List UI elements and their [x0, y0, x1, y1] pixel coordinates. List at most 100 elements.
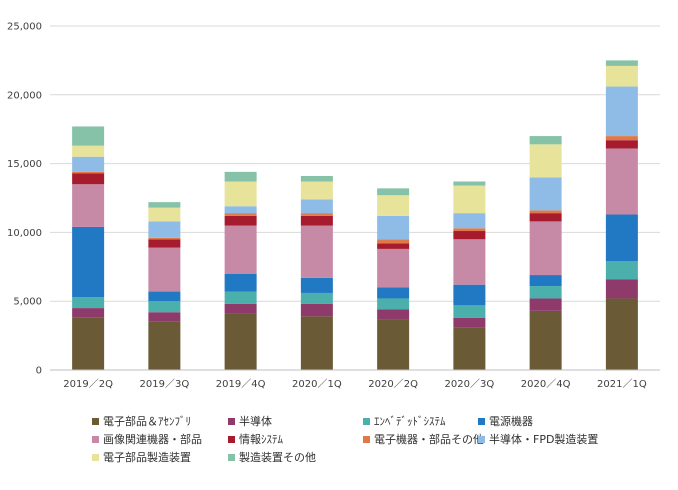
x-tick-label: 2019／3Q: [140, 378, 190, 390]
bar-segment: [300, 225, 333, 278]
bar-segment: [224, 213, 257, 216]
bar-segment: [605, 60, 638, 66]
bar-segment: [453, 317, 486, 328]
bar-segment: [300, 181, 333, 200]
bar-segment: [224, 303, 257, 314]
bar-segment: [72, 145, 105, 157]
bar-segment: [453, 228, 486, 232]
bar-segment: [224, 206, 257, 214]
bar-segment: [148, 321, 181, 370]
bar-segment: [148, 312, 181, 322]
bar-segment: [72, 226, 105, 298]
bar-segment: [148, 239, 181, 248]
bar-segment: [148, 247, 181, 292]
bar-segment: [605, 261, 638, 280]
bar-segment: [148, 237, 181, 240]
x-tick-label: 2020／2Q: [368, 378, 418, 390]
legend-label: 画像関連機器・部品: [103, 432, 202, 446]
legend-swatch: [363, 436, 370, 443]
bar-segment: [224, 291, 257, 304]
bar-segment: [605, 86, 638, 137]
legend-label: 電子機器・部品その他: [374, 432, 484, 446]
bar-segment: [605, 140, 638, 149]
bar-segment: [529, 286, 562, 299]
y-tick-label: 20,000: [7, 90, 42, 101]
bar-segment: [605, 148, 638, 215]
bar-segment: [529, 136, 562, 145]
bar-segment: [224, 171, 257, 182]
legend-swatch: [92, 436, 99, 443]
bar-segment: [148, 207, 181, 222]
bar-segment: [529, 210, 562, 214]
bar-segment: [224, 313, 257, 370]
bar-segment: [72, 184, 105, 227]
bar-segment: [453, 181, 486, 186]
legend-swatch: [228, 436, 235, 443]
bar-segment: [529, 275, 562, 287]
bar-segment: [72, 317, 105, 370]
bar-segment: [72, 126, 105, 146]
bar-segment: [605, 214, 638, 262]
bar-segment: [72, 173, 105, 185]
bar-segment: [148, 221, 181, 238]
bar-segment: [224, 215, 257, 226]
bar-segment: [148, 291, 181, 302]
y-tick-label: 5,000: [13, 297, 42, 308]
legend-swatch: [478, 436, 485, 443]
legend: 電子部品＆ｱｾﾝﾌﾞﾘ 半導体 ｴﾝﾍﾞﾃﾞｯﾄﾞｼｽﾃﾑ 電源機器画像関連機器・部品…: [92, 414, 598, 464]
x-tick-label: 2020／4Q: [521, 378, 571, 390]
bar-segment: [300, 213, 333, 216]
bar-segment: [453, 327, 486, 370]
bar-segment: [453, 231, 486, 240]
bar-segment: [453, 213, 486, 229]
bar-segment: [72, 171, 105, 174]
bar-segment: [377, 248, 410, 288]
gridlines: [50, 25, 660, 302]
bar-segment: [377, 239, 410, 244]
axes: 0 5,000 10,000 15,000 20,000 25,000 2019／2Q 201…: [7, 22, 660, 390]
bar-segment: [72, 156, 105, 172]
legend-swatch: [228, 418, 235, 425]
bar-segment: [224, 273, 257, 292]
legend-label: 電子部品製造装置: [103, 450, 191, 464]
bar-segment: [377, 215, 410, 240]
bar-segment: [453, 305, 486, 318]
x-tick-label: 2021／1Q: [597, 378, 647, 390]
bar-segment: [605, 65, 638, 87]
bar-segment: [148, 202, 181, 208]
bar-segment: [453, 284, 486, 306]
bar-segment: [377, 309, 410, 320]
bar-segment: [453, 185, 486, 214]
bar-segment: [529, 144, 562, 178]
bar-segment: [529, 221, 562, 276]
y-tick-label: 10,000: [7, 228, 42, 239]
legend-label: 電子部品＆ｱｾﾝﾌﾞﾘ: [103, 414, 191, 428]
bar-segment: [377, 188, 410, 196]
bar-segment: [72, 308, 105, 318]
legend-swatch: [478, 418, 485, 425]
bar-segment: [300, 175, 333, 182]
legend-swatch: [92, 454, 99, 461]
bar-segment: [605, 136, 638, 141]
bar-segment: [300, 316, 333, 370]
y-tick-label: 15,000: [7, 159, 42, 170]
bar-segment: [224, 225, 257, 274]
bar-segment: [529, 213, 562, 222]
legend-label: ｴﾝﾍﾞﾃﾞｯﾄﾞｼｽﾃﾑ: [374, 415, 446, 428]
bar-segment: [224, 181, 257, 207]
y-tick-label: 25,000: [7, 22, 42, 33]
bar-segment: [300, 277, 333, 293]
legend-label: 製造装置その他: [239, 450, 316, 464]
x-tick-label: 2020／1Q: [292, 378, 342, 390]
legend-label: 電源機器: [489, 414, 533, 428]
legend-swatch: [92, 418, 99, 425]
bar-segment: [300, 199, 333, 214]
legend-swatch: [228, 454, 235, 461]
bar-segment: [529, 310, 562, 370]
bar-segment: [605, 298, 638, 370]
x-tick-label: 2020／3Q: [445, 378, 495, 390]
bar-segment: [605, 279, 638, 299]
bar-segment: [72, 297, 105, 309]
